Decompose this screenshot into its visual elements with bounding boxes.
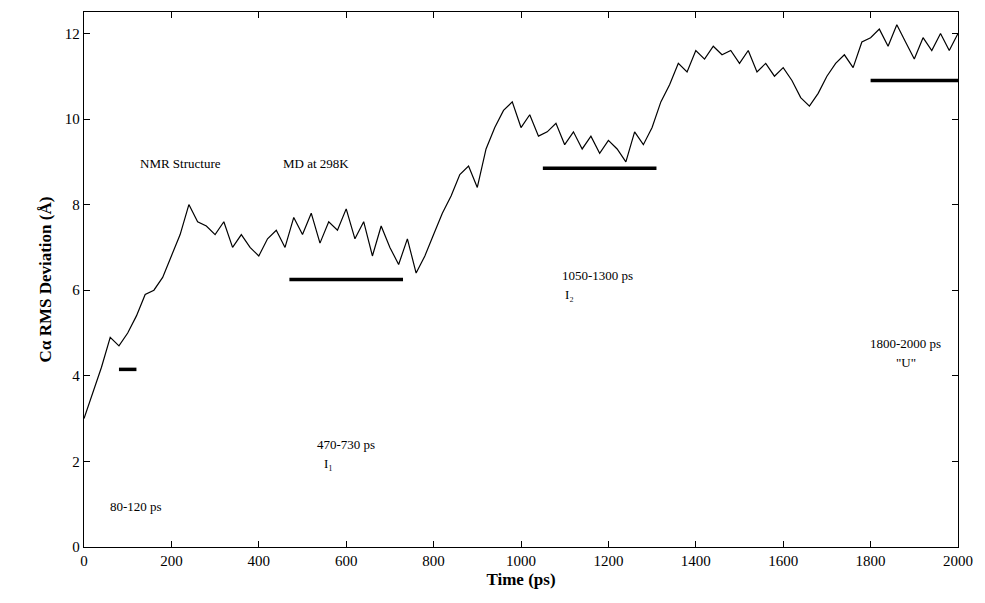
svg-text:1000: 1000: [506, 553, 536, 569]
svg-text:800: 800: [422, 553, 445, 569]
svg-text:200: 200: [160, 553, 183, 569]
svg-text:NMR Structure: NMR Structure: [140, 156, 221, 171]
svg-text:470-730 ps: 470-730 ps: [317, 437, 375, 452]
svg-text:Cα RMS Deviation (Å): Cα RMS Deviation (Å): [36, 197, 55, 363]
svg-text:"U": "U": [896, 355, 916, 370]
svg-text:6: 6: [72, 282, 80, 298]
svg-text:I₂: I₂: [565, 287, 574, 302]
svg-text:10: 10: [65, 111, 80, 127]
svg-text:12: 12: [65, 26, 80, 42]
svg-text:4: 4: [72, 368, 80, 384]
svg-text:80-120 ps: 80-120 ps: [110, 499, 162, 514]
svg-text:1400: 1400: [681, 553, 711, 569]
svg-text:1050-1300 ps: 1050-1300 ps: [562, 268, 633, 283]
svg-text:1600: 1600: [768, 553, 798, 569]
svg-text:400: 400: [248, 553, 271, 569]
svg-text:1800: 1800: [856, 553, 886, 569]
svg-text:I₁: I₁: [324, 456, 333, 471]
svg-text:0: 0: [80, 553, 88, 569]
svg-text:1800-2000 ps: 1800-2000 ps: [870, 336, 941, 351]
svg-text:2: 2: [72, 454, 80, 470]
svg-text:Time (ps): Time (ps): [486, 570, 555, 589]
svg-text:0: 0: [72, 539, 80, 555]
svg-text:2000: 2000: [943, 553, 973, 569]
svg-text:8: 8: [72, 197, 80, 213]
svg-text:600: 600: [335, 553, 358, 569]
svg-text:1200: 1200: [593, 553, 623, 569]
svg-text:MD at 298K: MD at 298K: [283, 156, 349, 171]
